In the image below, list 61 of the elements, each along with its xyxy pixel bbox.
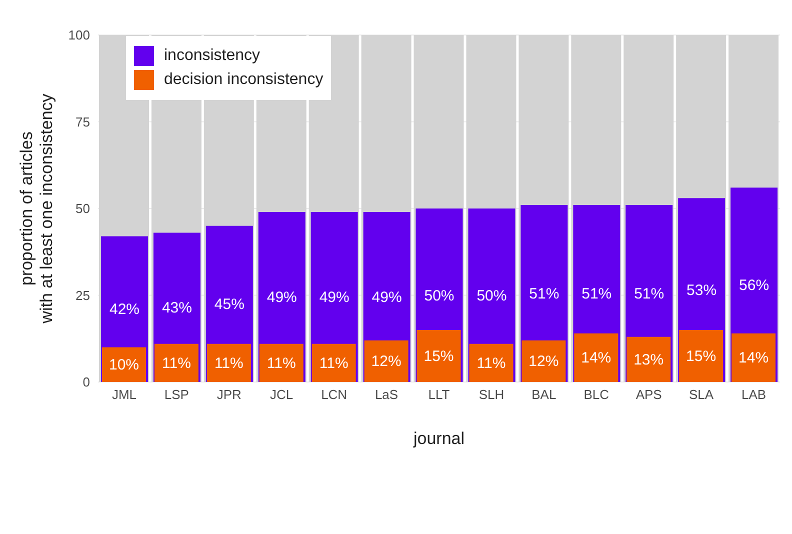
data-label: 13% — [634, 351, 664, 368]
data-label: 45% — [214, 296, 244, 313]
bar — [574, 333, 618, 382]
data-label: 15% — [424, 348, 454, 365]
bar — [732, 333, 776, 382]
bar — [522, 340, 566, 382]
x-axis-title: journal — [412, 429, 465, 448]
data-label: 50% — [476, 287, 507, 304]
bar — [469, 344, 514, 382]
data-label: 51% — [634, 286, 664, 303]
x-tick-label: SLH — [478, 387, 504, 402]
legend-label: decision inconsistency — [164, 71, 324, 89]
data-label: 12% — [371, 353, 402, 370]
x-tick-label: LaS — [374, 387, 398, 402]
y-axis-title: proportion of articles with at least one inconsistency — [17, 93, 56, 324]
bar — [364, 340, 408, 382]
data-label: 12% — [528, 353, 559, 370]
y-tick-label: 0 — [82, 374, 90, 390]
bar — [679, 330, 724, 382]
data-label: 56% — [739, 276, 770, 294]
data-label: 51% — [582, 286, 612, 303]
y-tick-label: 50 — [76, 201, 90, 216]
y-tick-label: 25 — [76, 288, 90, 303]
x-tick-label: BLC — [584, 387, 610, 402]
data-label: 49% — [319, 288, 350, 306]
x-tick-label: LAB — [741, 387, 766, 402]
x-tick-label: JML — [112, 387, 137, 402]
data-label: 42% — [109, 301, 140, 318]
bar — [626, 336, 671, 382]
data-label: 51% — [529, 286, 560, 303]
y-tick-label: 100 — [68, 28, 90, 43]
data-label: 11% — [162, 354, 191, 372]
data-label: 11% — [214, 354, 244, 372]
legend-label: inconsistency — [164, 47, 260, 65]
x-tick-label: JCL — [270, 387, 294, 402]
x-tick-label: LSP — [164, 387, 189, 402]
bar — [416, 330, 461, 382]
x-tick-label: BAL — [532, 387, 556, 402]
x-tick-label: SLA — [689, 387, 714, 402]
data-label: 43% — [162, 299, 192, 316]
x-tick-label: JPR — [216, 387, 242, 402]
data-label: 11% — [476, 354, 506, 372]
data-label: 49% — [372, 288, 402, 306]
bar — [259, 344, 304, 382]
data-label: 14% — [581, 350, 612, 367]
x-tick-label: LCN — [321, 387, 348, 402]
bar — [154, 344, 198, 382]
bar — [102, 347, 146, 382]
data-label: 49% — [266, 288, 297, 306]
data-label: 14% — [738, 350, 769, 367]
data-label: 50% — [424, 287, 454, 304]
bar — [312, 344, 356, 382]
y-tick-label: 75 — [76, 114, 90, 130]
data-label: 53% — [686, 282, 717, 300]
data-label: 11% — [319, 354, 348, 372]
data-label: 10% — [108, 356, 140, 374]
data-label: 11% — [266, 354, 296, 372]
bar — [206, 344, 251, 382]
data-label: 15% — [686, 348, 716, 365]
x-tick-label: APS — [636, 387, 662, 402]
x-tick-label: LLT — [428, 387, 450, 402]
